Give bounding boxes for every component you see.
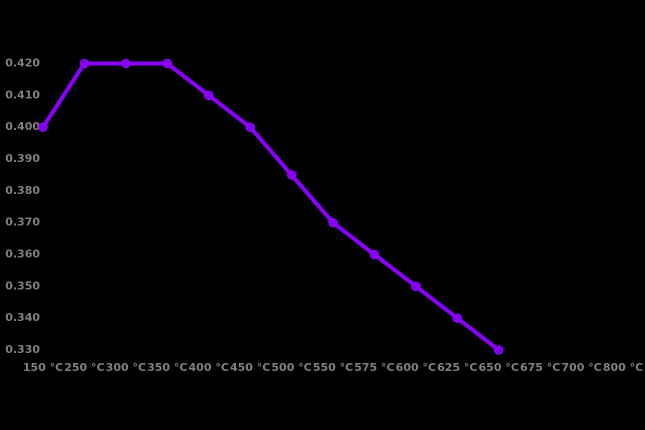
x-axis-tick-label: 150 °C: [23, 361, 63, 374]
x-axis-tick-label: 500 °C: [271, 361, 311, 374]
x-axis-tick-label: 350 °C: [147, 361, 187, 374]
x-axis-tick-label: 550 °C: [313, 361, 353, 374]
data-point-marker: [328, 217, 338, 228]
data-point-marker: [493, 345, 504, 355]
data-point-marker: [369, 249, 380, 260]
y-axis-tick-label: 0.410: [5, 88, 40, 101]
y-axis-tick-label: 0.350: [5, 279, 40, 292]
x-axis-tick-label: 700 °C: [561, 361, 601, 374]
y-axis-tick-label: 0.380: [5, 184, 40, 197]
y-axis-tick-label: 0.420: [5, 57, 40, 70]
y-axis-tick-label: 0.330: [5, 343, 40, 356]
data-point-marker: [286, 170, 297, 180]
data-point-marker: [121, 58, 131, 69]
x-axis-tick-label: 675 °C: [520, 361, 560, 374]
y-axis-tick-label: 0.400: [5, 120, 40, 133]
data-point-marker: [162, 58, 173, 69]
y-axis-tick-label: 0.360: [5, 248, 40, 261]
y-axis-tick-label: 0.340: [5, 311, 40, 324]
x-axis-tick-label: 400 °C: [189, 361, 229, 374]
x-axis-tick-label: 300 °C: [106, 361, 146, 374]
data-point-marker: [411, 281, 421, 292]
data-point-marker: [203, 90, 214, 101]
data-point-marker: [452, 313, 463, 324]
x-axis-tick-label: 650 °C: [479, 361, 519, 374]
data-point-marker: [245, 122, 255, 132]
x-axis-tick-label: 625 °C: [437, 361, 477, 374]
x-axis-tick-label: 800 °C: [603, 361, 643, 374]
data-point-marker: [38, 122, 48, 132]
data-point-marker: [79, 58, 90, 69]
x-axis-tick-label: 450 °C: [230, 361, 270, 374]
x-axis-tick-label: 575 °C: [354, 361, 394, 374]
data-line: [41, 61, 501, 352]
y-axis-tick-label: 0.370: [5, 216, 40, 229]
x-axis-tick-label: 250 °C: [64, 361, 104, 374]
x-axis-tick-label: 600 °C: [396, 361, 436, 374]
y-axis-tick-label: 0.390: [5, 152, 40, 165]
